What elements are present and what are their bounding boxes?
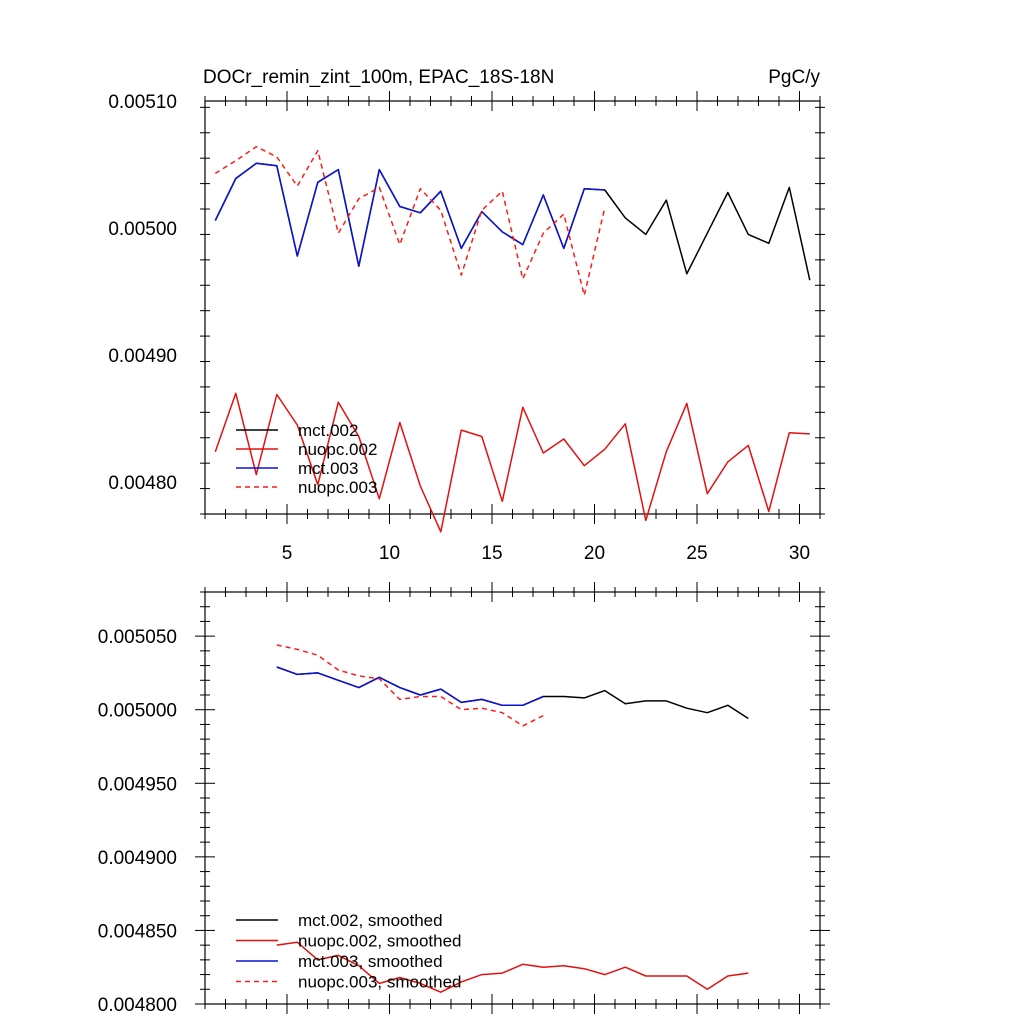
x-tick-label: 15	[481, 543, 502, 564]
series-line-nuopc-002	[276, 941, 749, 993]
top-axis-ticks: 5 10 15 20 25 30 0.00480 0.00490 0.00500 0.00510	[108, 91, 825, 564]
legend-label-mct-003: mct.003, smoothed	[298, 952, 443, 971]
y-tick-label: 0.004800	[98, 995, 177, 1016]
series-line-mct-002	[276, 666, 749, 720]
bottom-panel: 0.004800 0.004850 0.004900 0.004950 0.005000…	[98, 582, 830, 1016]
series-line-mct-003	[214, 162, 605, 267]
x-tick-label: 5	[282, 543, 293, 564]
legend-label-nuopc-003: nuopc.003, smoothed	[298, 973, 462, 992]
bottom-legend: mct.002, smoothed nuopc.002, smoothedmct.…	[236, 911, 462, 992]
legend-label-nuopc-003: nuopc.003	[298, 478, 377, 497]
series-line-nuopc-003	[276, 644, 544, 727]
x-tick-label: 20	[584, 543, 605, 564]
top-panel-title: DOCr_remin_zint_100m, EPAC_18S-18N	[203, 67, 554, 88]
x-tick-label: 10	[379, 543, 400, 564]
legend-label-mct-002: mct.002, smoothed	[298, 911, 443, 930]
top-panel: DOCr_remin_zint_100m, EPAC_18S-18N PgC/y…	[108, 67, 825, 564]
y-tick-label: 0.004850	[98, 921, 177, 942]
y-tick-label: 0.005050	[98, 627, 177, 648]
legend-label-nuopc-002: nuopc.002	[298, 440, 377, 459]
x-tick-label: 30	[789, 543, 810, 564]
y-tick-label: 0.004900	[98, 848, 177, 869]
series-line-mct-002	[214, 162, 811, 281]
top-data-lines	[214, 145, 811, 533]
bottom-data-lines	[276, 644, 749, 993]
bottom-axis-ticks: 0.004800 0.004850 0.004900 0.004950 0.005000…	[98, 582, 830, 1016]
series-line-mct-003	[276, 666, 544, 707]
y-tick-label: 0.00510	[108, 92, 177, 113]
legend-label-nuopc-002: nuopc.002, smoothed	[298, 932, 462, 951]
y-tick-label: 0.005000	[98, 701, 177, 722]
top-panel-units: PgC/y	[768, 67, 820, 88]
x-tick-label: 25	[686, 543, 707, 564]
y-tick-label: 0.00480	[108, 473, 177, 494]
series-line-nuopc-002	[214, 392, 810, 533]
legend-label-mct-002: mct.002	[298, 421, 358, 440]
y-tick-label: 0.00490	[108, 346, 177, 367]
series-line-nuopc-003	[214, 145, 606, 297]
y-tick-label: 0.004950	[98, 774, 177, 795]
y-tick-label: 0.00500	[108, 219, 177, 240]
legend-label-mct-003: mct.003	[298, 459, 358, 478]
